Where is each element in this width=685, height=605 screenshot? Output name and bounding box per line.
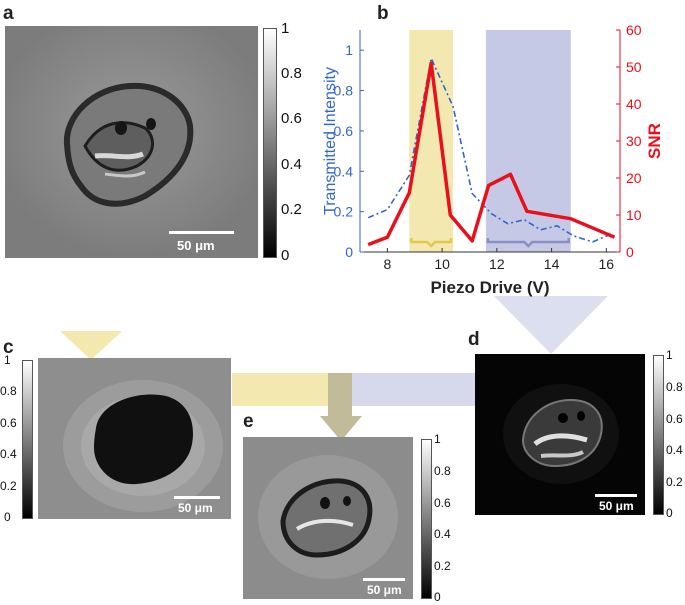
scalebar-line-d [595, 494, 637, 497]
colorbar-e-tick: 1 [434, 432, 441, 446]
panel-label-d: d [468, 329, 480, 350]
y-left-tick-label: 0.4 [334, 163, 354, 179]
colorbar-a-tick: 0.2 [281, 201, 302, 218]
colorbar-c-tick: 0.6 [0, 416, 17, 430]
olive-connector-stem [328, 373, 352, 417]
panel-label-e: e [243, 411, 254, 432]
colorbar-e [421, 439, 432, 599]
colorbar-a-tick: 1 [281, 20, 290, 37]
panel-label-c: c [3, 337, 14, 358]
colorbar-c-tick: 0 [4, 510, 11, 524]
colorbar-c-tick: 1 [4, 353, 11, 367]
colorbar-d-tick: 0.6 [666, 412, 683, 426]
x-tick-label: 10 [434, 256, 450, 272]
scalebar-line-a [169, 231, 234, 234]
colorbar-a-tick: 0.6 [281, 110, 302, 127]
y-left-tick-label: 0.2 [334, 204, 354, 220]
x-tick-label: 16 [599, 256, 615, 272]
y-right-tick-label: 60 [626, 22, 642, 38]
microscopy-image-e: 50 μm [243, 437, 413, 599]
colorbar-d-tick: 0.8 [666, 380, 683, 394]
colorbar-e-tick: 0 [434, 590, 441, 604]
y-right-tick-label: 0 [626, 244, 634, 260]
panel-label-b: b [377, 3, 389, 24]
scalebar-label-e: 50 μm [367, 583, 402, 597]
colorbar-d-tick: 0 [666, 506, 673, 520]
scalebar-label-d: 50 μm [599, 499, 634, 513]
snr-line [367, 61, 616, 247]
scalebar-line-e [363, 578, 405, 581]
y-right-tick-label: 40 [626, 96, 642, 112]
colorbar-d-tick: 0.2 [666, 475, 683, 489]
x-tick-label: 8 [383, 256, 391, 272]
y-right-axis-label: SNR [645, 123, 664, 159]
colorbar-e-tick: 0.2 [434, 559, 451, 573]
lavender-connector-bar [340, 373, 476, 406]
scalebar-line-c [174, 496, 220, 499]
y-right-tick-label: 20 [626, 170, 642, 186]
yellow-connector-triangle [60, 331, 122, 360]
microscopy-image-c: 50 μm [38, 358, 231, 519]
colorbar-c-tick: 0.2 [0, 479, 17, 493]
colorbar-d-tick: 1 [666, 348, 673, 362]
colorbar-c-tick: 0.8 [0, 384, 17, 398]
chart-b: 8 10 12 14 1600.20.40.60.810102030405060Piez… [322, 22, 664, 297]
x-tick-label: 14 [544, 256, 560, 272]
colorbar-a-tick: 0.4 [281, 156, 302, 173]
y-left-tick-label: 1 [345, 42, 353, 58]
yellow-connector-bar [232, 373, 344, 406]
colorbar-a-tick: 0.8 [281, 65, 302, 82]
colorbar-e-tick: 0.4 [434, 527, 451, 541]
y-left-tick-label: 0.6 [334, 123, 354, 139]
y-right-tick-label: 30 [626, 133, 642, 149]
colorbar-d [653, 355, 664, 515]
microscopy-image-d: 50 μm [475, 354, 645, 515]
x-axis-label: Piezo Drive (V) [430, 278, 549, 297]
colorbar-a [263, 28, 277, 258]
x-tick-label: 12 [489, 256, 505, 272]
colorbar-a-tick: 0 [281, 247, 290, 264]
colorbar-e-tick: 0.8 [434, 464, 451, 478]
scalebar-label-c: 50 μm [178, 501, 213, 515]
y-left-axis-label: Transmitted Intensity [322, 67, 339, 215]
colorbar-d-tick: 0.4 [666, 443, 683, 457]
y-left-tick-label: 0 [345, 244, 353, 260]
olive-connector-arrowhead [320, 416, 362, 441]
scalebar-label-a: 50 μm [177, 238, 215, 253]
colorbar-c-tick: 0.4 [0, 447, 17, 461]
y-left-tick-label: 0.8 [334, 83, 354, 99]
panel-label-a: a [3, 3, 14, 24]
band-brace [410, 238, 453, 248]
colorbar-c [22, 360, 33, 519]
colorbar-e-tick: 0.6 [434, 496, 451, 510]
y-right-tick-label: 50 [626, 59, 642, 75]
lavender-connector-triangle [494, 296, 608, 354]
band-brace [486, 238, 570, 248]
microscopy-image-a: 50 μm [5, 26, 258, 258]
y-right-tick-label: 10 [626, 207, 642, 223]
transmitted-intensity-line [367, 57, 613, 243]
